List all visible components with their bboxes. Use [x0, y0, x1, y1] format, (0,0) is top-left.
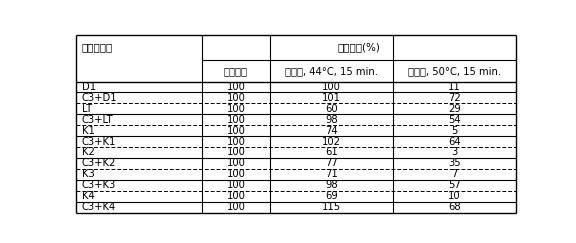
Text: K3: K3 — [82, 169, 94, 179]
Text: 100: 100 — [226, 104, 245, 114]
Text: 100: 100 — [322, 82, 341, 92]
Text: 74: 74 — [325, 126, 338, 136]
Text: 100: 100 — [226, 93, 245, 103]
Text: 100: 100 — [226, 180, 245, 190]
Text: 11: 11 — [448, 82, 461, 92]
Text: 残留活性(%): 残留活性(%) — [338, 42, 380, 52]
Text: C3+K3: C3+K3 — [82, 180, 116, 190]
Text: 5: 5 — [452, 126, 458, 136]
Text: 100: 100 — [226, 191, 245, 201]
Text: C3+LT: C3+LT — [82, 115, 113, 125]
Text: 100: 100 — [226, 202, 245, 212]
Text: 7: 7 — [452, 169, 458, 179]
Text: 101: 101 — [322, 93, 341, 103]
Text: 10: 10 — [448, 191, 461, 201]
Text: 64: 64 — [448, 137, 461, 147]
Text: 77: 77 — [325, 158, 338, 168]
Text: 71: 71 — [325, 169, 338, 179]
Text: 100: 100 — [226, 126, 245, 136]
Text: 100: 100 — [226, 115, 245, 125]
Text: 100: 100 — [226, 148, 245, 157]
Text: D1: D1 — [82, 82, 96, 92]
Text: 102: 102 — [322, 137, 341, 147]
Text: 68: 68 — [448, 202, 461, 212]
Text: C3+D1: C3+D1 — [82, 93, 118, 103]
Text: LT: LT — [82, 104, 92, 114]
Text: C3+K1: C3+K1 — [82, 137, 116, 147]
Text: 98: 98 — [325, 180, 338, 190]
Text: 29: 29 — [448, 104, 461, 114]
Text: 61: 61 — [325, 148, 338, 157]
Text: 60: 60 — [325, 104, 338, 114]
Text: 100: 100 — [226, 158, 245, 168]
Text: C3+K4: C3+K4 — [82, 202, 116, 212]
Text: 69: 69 — [325, 191, 338, 201]
Text: 98: 98 — [325, 115, 338, 125]
Text: 100: 100 — [226, 137, 245, 147]
Text: 未加热的: 未加热的 — [224, 66, 248, 76]
Text: K1: K1 — [82, 126, 94, 136]
Text: 57: 57 — [448, 180, 461, 190]
Text: 加热的, 44°C, 15 min.: 加热的, 44°C, 15 min. — [285, 66, 378, 76]
Text: K2: K2 — [82, 148, 94, 157]
Text: 72: 72 — [448, 93, 461, 103]
Text: K4: K4 — [82, 191, 94, 201]
Text: 115: 115 — [322, 202, 341, 212]
Text: 3: 3 — [452, 148, 458, 157]
Text: 54: 54 — [448, 115, 461, 125]
Text: 100: 100 — [226, 169, 245, 179]
Text: C3+K2: C3+K2 — [82, 158, 116, 168]
Text: 加热的, 50°C, 15 min.: 加热的, 50°C, 15 min. — [408, 66, 501, 76]
Text: 变变的类型: 变变的类型 — [82, 42, 113, 52]
Text: 100: 100 — [226, 82, 245, 92]
Text: 35: 35 — [448, 158, 461, 168]
